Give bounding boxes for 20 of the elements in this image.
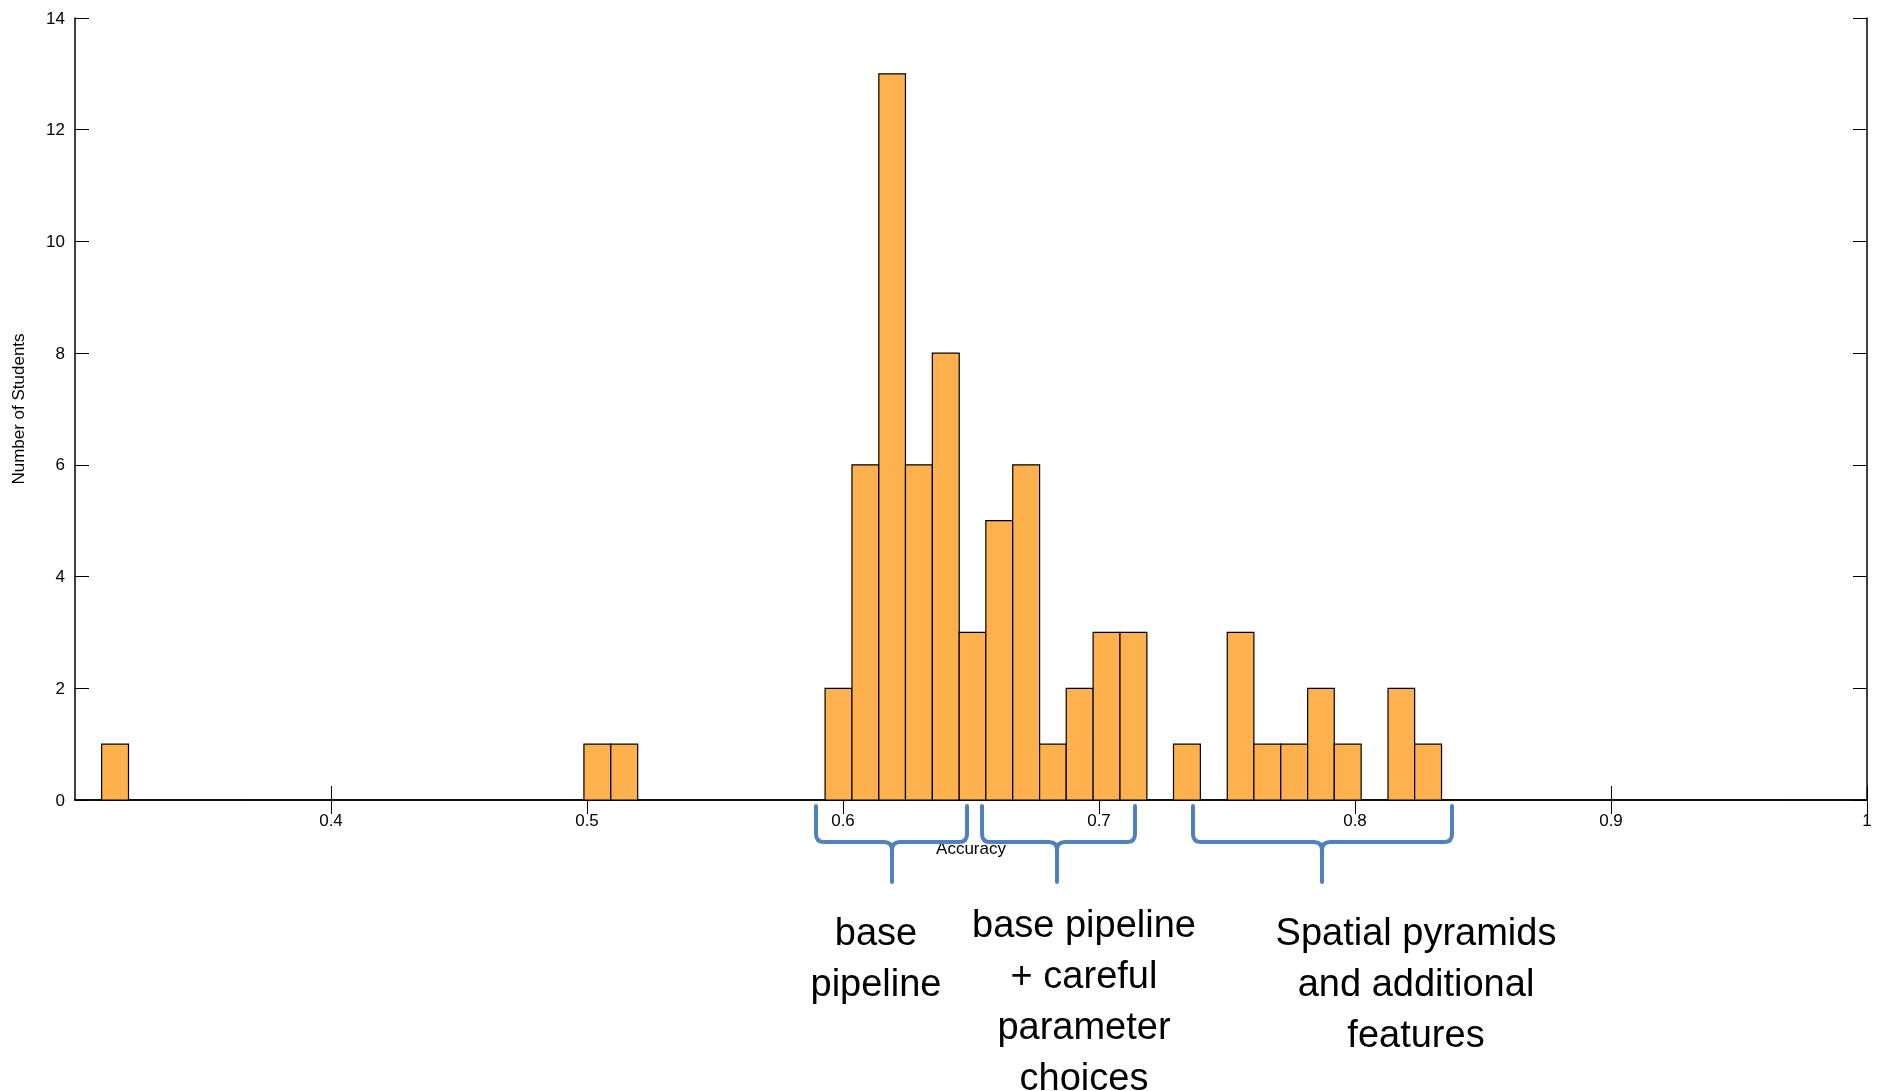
y-tick-label: 4 xyxy=(55,567,65,587)
y-tick-label: 8 xyxy=(55,343,65,363)
y-tick-label: 14 xyxy=(46,8,65,28)
x-tick-label: 0.9 xyxy=(1599,811,1623,830)
text: base pipeline xyxy=(810,910,942,1004)
y-tick-label: 12 xyxy=(46,120,65,140)
x-tick-label: 0.4 xyxy=(319,811,343,830)
x-tick-label: 0.5 xyxy=(575,811,599,830)
y-axis-title: Number of Students xyxy=(9,333,28,485)
text: Spatial pyramids and additional features xyxy=(1275,910,1557,1055)
y-tick-label: 0 xyxy=(55,790,65,810)
y-tick-label: 10 xyxy=(46,231,65,251)
y-tick-label: 2 xyxy=(55,678,65,698)
x-tick-label: 0.6 xyxy=(831,811,855,830)
x-tick-label: 0.7 xyxy=(1087,811,1111,830)
x-axis-title: Accuracy xyxy=(936,839,1007,858)
y-tick-label: 6 xyxy=(55,455,65,475)
text: base pipeline + careful parameter choices xyxy=(972,902,1196,1091)
x-tick-label: 0.8 xyxy=(1343,811,1367,830)
x-tick-label: 1 xyxy=(1862,811,1872,830)
